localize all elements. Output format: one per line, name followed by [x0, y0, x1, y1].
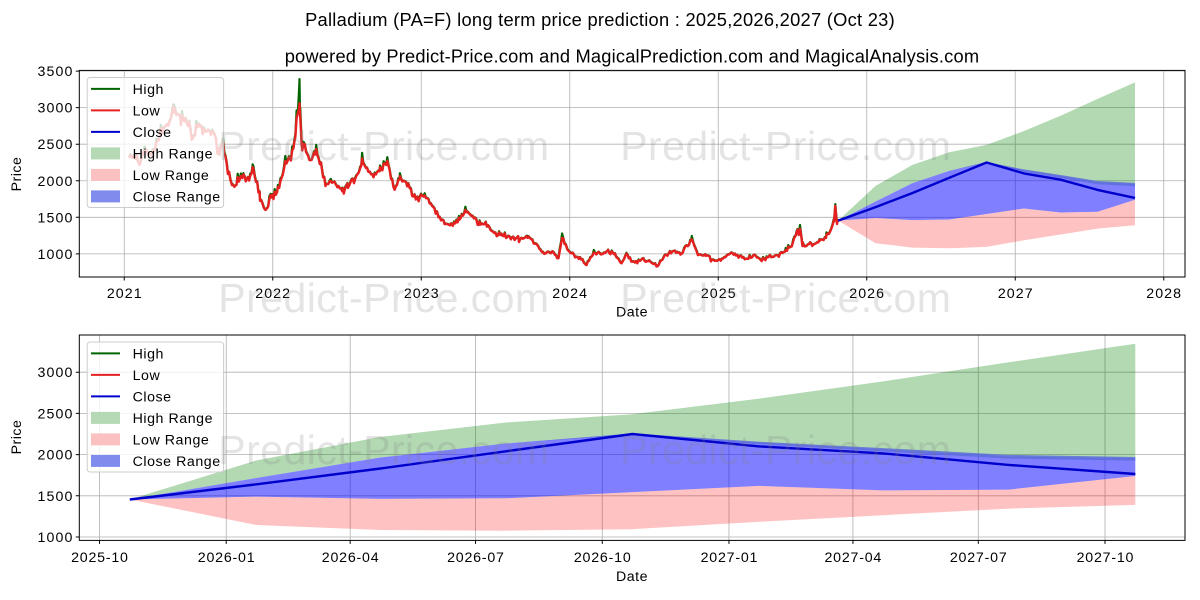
- svg-text:High: High: [133, 346, 164, 362]
- svg-text:2026-04: 2026-04: [322, 550, 380, 566]
- svg-text:2000: 2000: [38, 448, 74, 464]
- svg-text:High Range: High Range: [133, 411, 213, 427]
- svg-text:Predict-Price.com: Predict-Price.com: [620, 427, 951, 473]
- svg-text:Low: Low: [133, 103, 161, 119]
- svg-text:High Range: High Range: [133, 146, 213, 162]
- svg-text:Predict-Price.com: Predict-Price.com: [218, 123, 549, 169]
- svg-text:2027-04: 2027-04: [824, 550, 882, 566]
- svg-text:2500: 2500: [38, 137, 74, 153]
- svg-text:2000: 2000: [38, 174, 74, 190]
- svg-text:2027-10: 2027-10: [1077, 550, 1135, 566]
- svg-text:Predict-Price.com: Predict-Price.com: [218, 427, 549, 473]
- svg-text:1000: 1000: [38, 530, 74, 546]
- svg-text:2500: 2500: [38, 406, 74, 422]
- svg-text:2021: 2021: [107, 286, 143, 302]
- svg-text:Close: Close: [133, 125, 172, 141]
- svg-text:Low Range: Low Range: [133, 168, 210, 184]
- svg-text:Low Range: Low Range: [133, 432, 210, 448]
- svg-text:Date: Date: [616, 569, 648, 585]
- svg-text:2026: 2026: [849, 286, 885, 302]
- svg-text:1500: 1500: [38, 489, 74, 505]
- svg-text:2026-10: 2026-10: [574, 550, 632, 566]
- svg-text:2028: 2028: [1146, 286, 1182, 302]
- svg-text:Palladium (PA=F) long term pri: Palladium (PA=F) long term price predict…: [305, 9, 895, 30]
- svg-text:3000: 3000: [38, 101, 74, 117]
- svg-text:2024: 2024: [552, 286, 588, 302]
- svg-text:2027-07: 2027-07: [950, 550, 1008, 566]
- svg-text:1000: 1000: [38, 247, 74, 263]
- svg-text:Close Range: Close Range: [133, 189, 221, 205]
- svg-text:2027: 2027: [998, 286, 1034, 302]
- svg-text:2027-01: 2027-01: [701, 550, 759, 566]
- svg-text:Close: Close: [133, 389, 172, 405]
- svg-text:Low: Low: [133, 368, 161, 384]
- svg-text:Predict-Price.com: Predict-Price.com: [620, 123, 951, 169]
- svg-text:2026-01: 2026-01: [198, 550, 256, 566]
- svg-text:Predict-Price.com: Predict-Price.com: [620, 275, 951, 321]
- svg-text:1500: 1500: [38, 210, 74, 226]
- svg-text:Date: Date: [616, 304, 648, 320]
- svg-text:2026-07: 2026-07: [447, 550, 505, 566]
- svg-text:2022: 2022: [255, 286, 291, 302]
- svg-text:Price: Price: [9, 420, 25, 455]
- svg-text:2025-10: 2025-10: [71, 550, 129, 566]
- svg-text:Price: Price: [9, 157, 25, 192]
- svg-text:Close Range: Close Range: [133, 454, 221, 470]
- svg-text:High: High: [133, 82, 164, 98]
- svg-text:3000: 3000: [38, 365, 74, 381]
- svg-text:3500: 3500: [38, 64, 74, 80]
- svg-text:Predict-Price.com: Predict-Price.com: [218, 275, 549, 321]
- svg-text:2023: 2023: [404, 286, 440, 302]
- svg-text:powered by Predict-Price.com a: powered by Predict-Price.com and Magical…: [285, 46, 980, 67]
- svg-text:2025: 2025: [701, 286, 737, 302]
